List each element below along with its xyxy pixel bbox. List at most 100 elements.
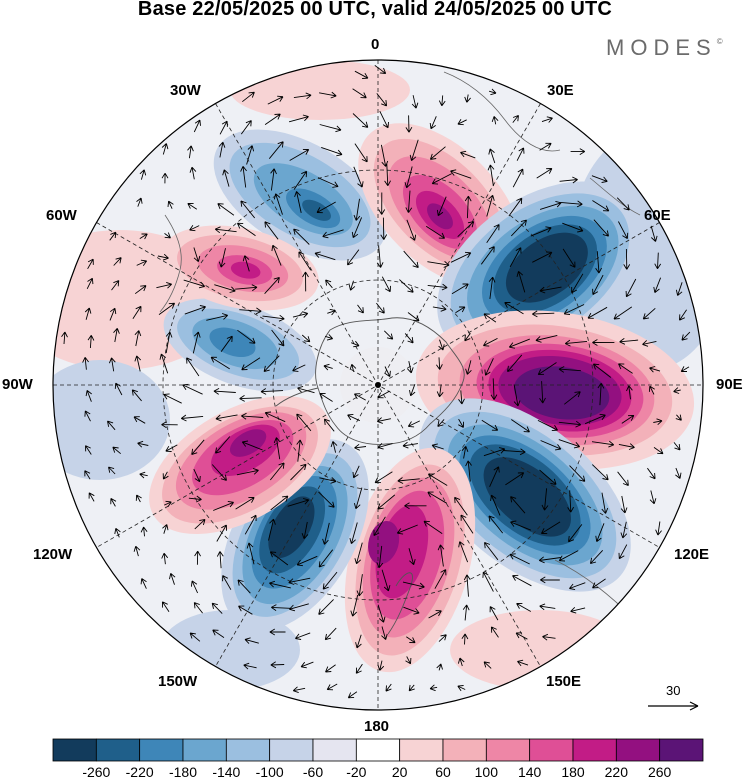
wind-arrow <box>323 363 333 371</box>
wind-arrow <box>532 310 555 318</box>
wind-arrow <box>188 495 202 503</box>
wind-arrow <box>356 574 364 597</box>
wind-arrow <box>113 257 122 266</box>
wind-arrow <box>437 419 445 427</box>
wind-arrow <box>397 477 420 484</box>
wind-arrow <box>490 626 499 638</box>
wind-arrow <box>680 366 690 372</box>
wind-arrow <box>139 471 148 479</box>
wind-arrow <box>134 355 142 372</box>
wind-arrow <box>438 339 445 351</box>
wind-arrow <box>592 274 604 295</box>
wind-arrow <box>136 197 143 207</box>
wind-arrow <box>352 465 360 479</box>
wind-arrow <box>107 420 116 431</box>
wind-arrow <box>296 439 304 462</box>
wind-arrow <box>595 523 605 542</box>
wind-arrow <box>164 232 171 239</box>
wind-arrow <box>354 143 368 163</box>
wind-arrow <box>592 363 612 378</box>
wind-arrow <box>399 279 414 293</box>
wind-arrow <box>271 604 291 611</box>
wind-arrow <box>264 276 280 295</box>
wind-arrow <box>509 247 522 268</box>
wind-arrow <box>455 306 466 314</box>
wind-arrow <box>191 439 205 456</box>
wind-arrow <box>132 305 142 319</box>
wind-arrow <box>297 385 315 394</box>
wind-arrow <box>654 252 662 270</box>
wind-arrow <box>489 606 499 621</box>
wind-arrow <box>428 473 448 486</box>
wind-arrow <box>408 684 415 692</box>
wind-arrow <box>240 120 252 135</box>
wind-arrow <box>539 603 556 611</box>
lon-label-60w: 60W <box>46 207 77 224</box>
wind-arrow <box>591 175 608 183</box>
wind-arrow <box>296 413 312 432</box>
wind-arrow <box>187 145 194 159</box>
wind-arrow <box>558 366 581 373</box>
wind-arrow <box>292 311 309 318</box>
wind-arrow <box>483 447 506 457</box>
wind-arrow <box>570 148 586 155</box>
wind-arrow <box>653 277 662 293</box>
lon-label-120w: 120W <box>33 546 73 563</box>
wind-arrow <box>438 95 446 107</box>
wind-arrow <box>84 410 91 422</box>
lon-label-120e: 120E <box>674 546 710 563</box>
wind-arrow <box>113 328 120 343</box>
wind-arrow <box>270 661 285 669</box>
wind-arrow <box>537 419 558 432</box>
colorbar-swatch <box>442 738 487 762</box>
wind-arrow <box>302 271 309 292</box>
wind-arrow <box>350 594 359 617</box>
colorbar <box>52 738 704 762</box>
wind-arrow <box>396 524 418 535</box>
wind-arrow <box>267 95 284 105</box>
wind-arrow <box>592 339 615 346</box>
wind-arrow <box>425 225 446 239</box>
wind-arrow <box>321 146 343 157</box>
colorbar-swatch <box>572 738 617 762</box>
wind-arrow <box>488 148 496 164</box>
wind-arrow <box>436 357 443 370</box>
wind-arrow <box>601 492 609 514</box>
wind-arrow <box>592 200 610 212</box>
wind-arrow <box>347 249 360 266</box>
wind-arrow <box>517 659 529 667</box>
wind-arrow <box>319 124 342 133</box>
wind-arrow <box>381 569 391 592</box>
lon-label-90e: 90E <box>716 376 743 393</box>
wind-arrow <box>325 279 333 289</box>
wind-arrow <box>464 333 471 342</box>
wind-arrow <box>481 419 499 431</box>
wind-arrow <box>354 542 363 565</box>
wind-arrow <box>377 604 386 623</box>
wind-arrow <box>464 94 471 103</box>
wind-arrow <box>618 221 629 239</box>
wind-arrow <box>240 200 256 219</box>
wind-arrow <box>292 686 306 694</box>
wind-arrow <box>378 192 386 215</box>
wind-arrow <box>210 356 230 370</box>
wind-arrow <box>325 664 336 673</box>
wind-arrow <box>374 65 387 74</box>
wind-arrow <box>408 548 416 566</box>
reference-vector-label: 30 <box>666 683 681 698</box>
wind-arrow <box>236 467 259 476</box>
wind-arrow <box>404 166 413 189</box>
wind-arrow <box>458 418 464 428</box>
colorbar-tick-label: -260 <box>82 764 111 780</box>
wind-arrow <box>616 197 630 211</box>
wind-arrow <box>323 418 335 432</box>
wind-arrow <box>409 139 419 161</box>
wind-arrow <box>194 550 201 565</box>
wind-arrow <box>290 463 307 481</box>
wind-arrow <box>193 468 201 483</box>
wind-arrow <box>273 193 283 215</box>
wind-arrow <box>376 302 385 314</box>
wind-arrow <box>618 443 635 450</box>
wind-arrow <box>217 203 235 216</box>
